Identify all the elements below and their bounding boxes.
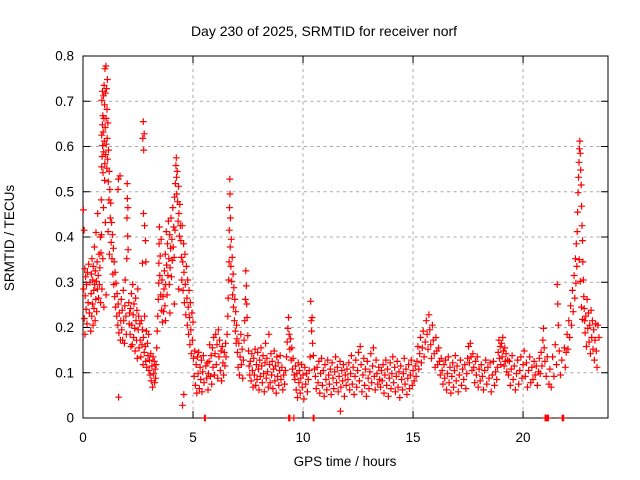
y-tick-label: 0.8 [55,49,74,64]
plot-title: Day 230 of 2025, SRMTID for receiver nor… [191,23,457,39]
y-tick-label: 0.6 [55,139,74,154]
y-tick-label: 0.3 [55,275,74,290]
x-tick-label: 5 [189,430,197,445]
x-tick-label: 15 [406,430,421,445]
x-tick-label: 20 [516,430,531,445]
axes: 0 5 10 15 20 0 0.1 0.2 0.3 0.4 0.5 0.6 0.7 0.8 [55,49,609,445]
x-tick-label: 0 [79,430,87,445]
y-tick-label: 0.4 [55,230,74,245]
axis-labels: Day 230 of 2025, SRMTID for receiver nor… [2,23,457,469]
x-axis-label: GPS time / hours [294,454,397,469]
y-tick-label: 0.1 [55,365,74,380]
x-tick-label: 10 [296,430,311,445]
data-points-path [80,62,603,422]
y-tick-label: 0 [66,411,74,426]
scatter-points [80,62,603,422]
y-tick-label: 0.2 [55,320,74,335]
grid [83,56,608,418]
y-axis-label: SRMTID / TECUs [2,185,17,292]
y-tick-label: 0.7 [55,94,74,109]
y-tick-label: 0.5 [55,184,74,199]
